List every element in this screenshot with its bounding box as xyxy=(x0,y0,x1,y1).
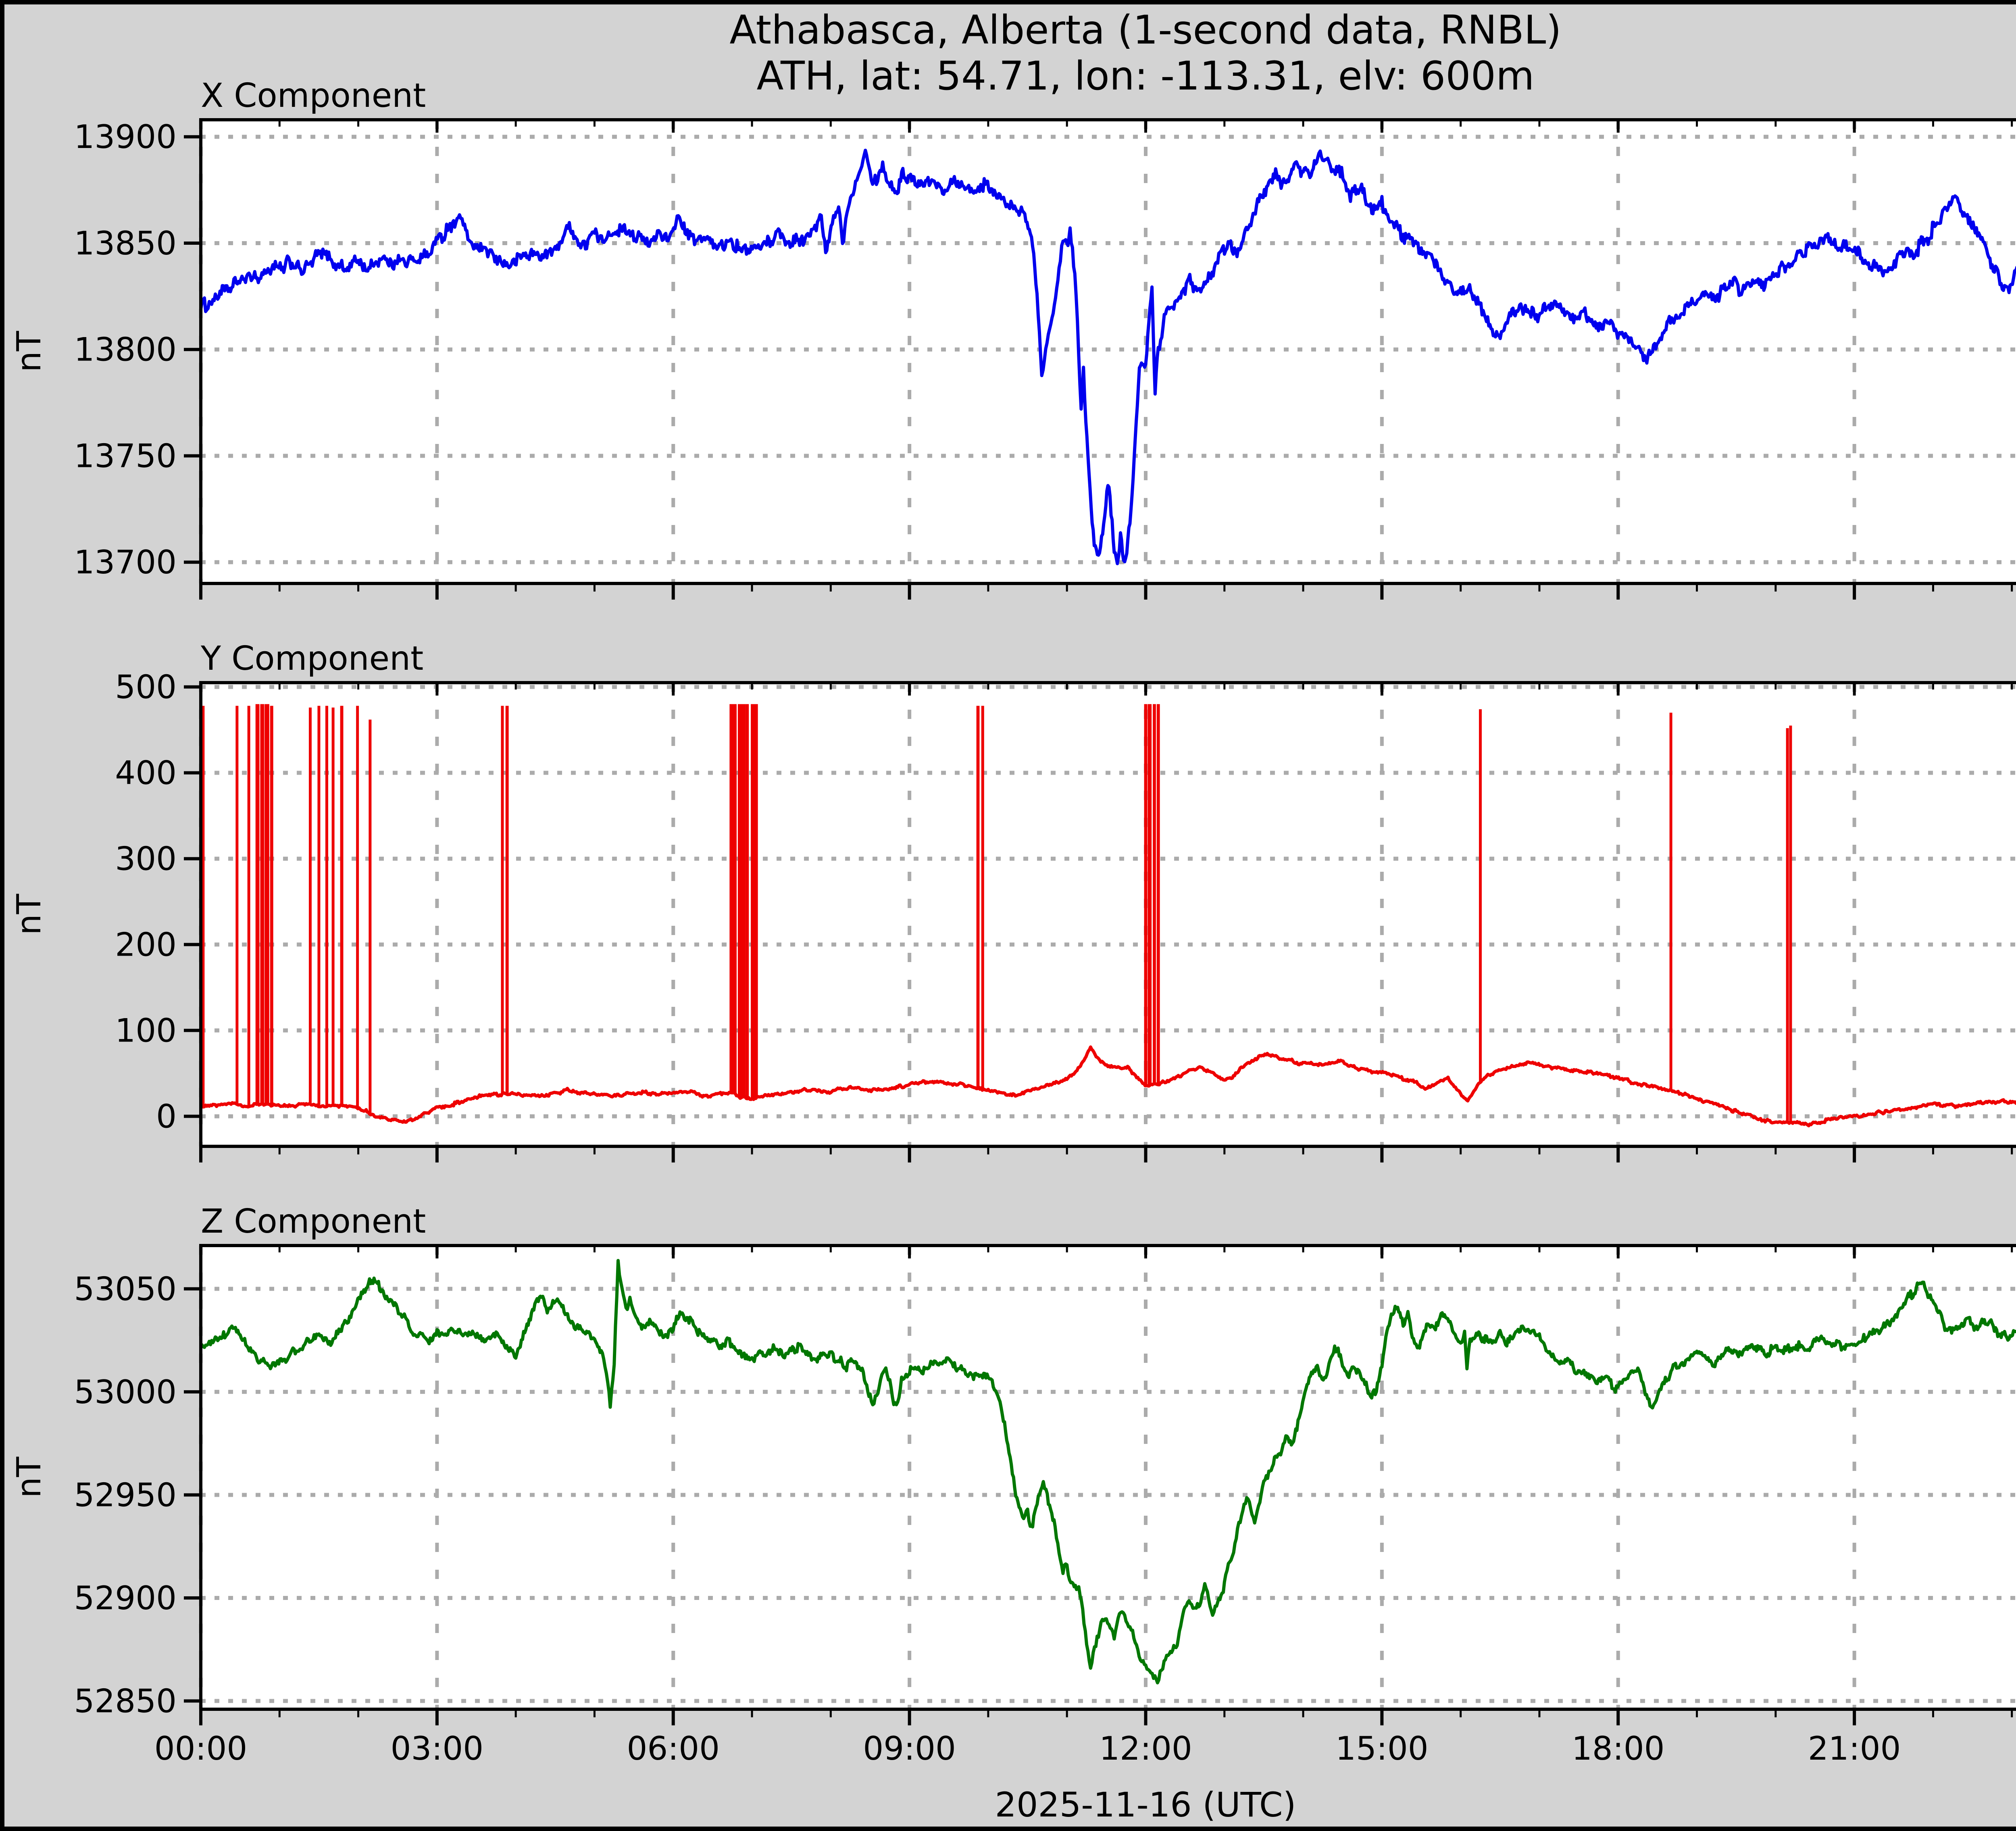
panel-title: Z Component xyxy=(201,1202,426,1241)
y-tick-label: 13750 xyxy=(74,437,177,475)
y-tick-label: 13800 xyxy=(74,331,177,369)
tick-marks xyxy=(184,120,2013,600)
series-group xyxy=(202,1259,2016,1685)
y-tick-label: 53000 xyxy=(74,1373,177,1411)
x-tick-label: 15:00 xyxy=(1335,1730,1429,1767)
y-tick-label: 200 xyxy=(115,926,177,964)
x-component-panel: 13700 13750 13800 13850 13900 X Component nT xyxy=(10,77,2016,600)
y-tick-label: 0 xyxy=(156,1098,177,1135)
y-tick-label: 52950 xyxy=(74,1476,177,1514)
plot-area xyxy=(201,683,2016,1146)
tick-marks xyxy=(184,1246,2013,1725)
plot-area xyxy=(201,1246,2016,1709)
y-tick-label: 13900 xyxy=(74,118,177,156)
figure-title-line2: ATH, lat: 54.71, lon: -113.31, elv: 600m xyxy=(757,53,1535,99)
x-tick-label: 00:00 xyxy=(154,1730,248,1767)
x-tick-label: 12:00 xyxy=(1099,1730,1192,1767)
x-tick-label: 06:00 xyxy=(627,1730,720,1767)
y-tick-label: 53050 xyxy=(74,1270,177,1308)
panels-group: 13700 13750 13800 13850 13900 X Component nT 0 1… xyxy=(10,77,2016,1767)
y-component-panel: 0 100 200 300 400 500 Y Component nT xyxy=(10,639,2016,1162)
y-tick-label: 52850 xyxy=(74,1683,177,1720)
plot-area xyxy=(201,120,2016,583)
panel-title: X Component xyxy=(201,77,426,115)
series-group xyxy=(202,148,2016,565)
y-axis-unit-label: nT xyxy=(10,894,48,935)
y-tick-label: 300 xyxy=(115,840,177,878)
panel-title: Y Component xyxy=(200,639,423,678)
y-tick-label: 13700 xyxy=(74,544,177,581)
figure-title-line1: Athabasca, Alberta (1-second data, RNBL) xyxy=(729,7,1561,53)
x-axis-label: 2025-11-16 (UTC) xyxy=(995,1785,1296,1825)
x-tick-label: 09:00 xyxy=(863,1730,956,1767)
z-series-line xyxy=(202,1259,2016,1685)
y-tick-label: 100 xyxy=(115,1012,177,1050)
y-tick-label: 13850 xyxy=(74,225,177,262)
y-axis-unit-label: nT xyxy=(10,1456,48,1498)
tick-marks xyxy=(184,683,2013,1162)
z-component-panel: 52850 52900 52950 53000 53050 Z Component nT 00… xyxy=(10,1202,2016,1767)
series-group xyxy=(202,704,2016,1127)
y-series-line xyxy=(202,1045,2016,1127)
y-tick-label: 500 xyxy=(115,669,177,706)
y-tick-label: 400 xyxy=(115,754,177,792)
x-series-line xyxy=(202,148,2016,565)
y-axis-unit-label: nT xyxy=(10,331,48,372)
x-tick-label: 03:00 xyxy=(391,1730,484,1767)
y-tick-label: 52900 xyxy=(74,1579,177,1617)
x-tick-label: 18:00 xyxy=(1572,1730,1665,1767)
x-tick-label: 21:00 xyxy=(1808,1730,1901,1767)
